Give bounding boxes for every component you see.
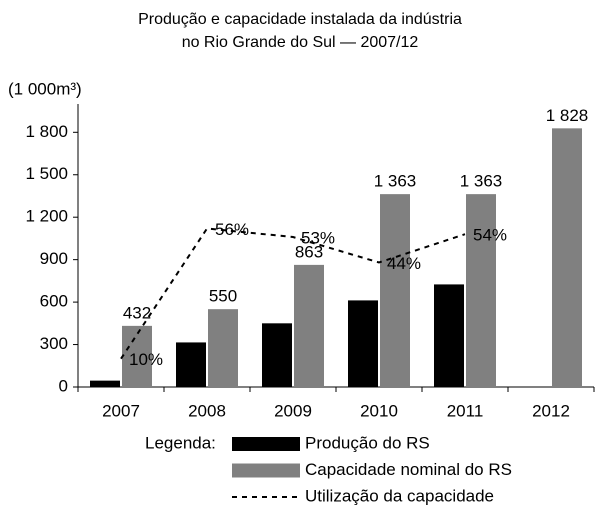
y-tick-label: 1 200 bbox=[25, 207, 68, 226]
y-tick-label: 0 bbox=[59, 376, 68, 395]
legend-label: Produção do RS bbox=[305, 433, 430, 452]
y-tick-label: 600 bbox=[40, 292, 68, 311]
x-tick-label: 2012 bbox=[532, 401, 570, 420]
bar bbox=[90, 380, 120, 387]
y-tick-label: 300 bbox=[40, 334, 68, 353]
line bbox=[120, 227, 466, 360]
data-label: 10% bbox=[129, 350, 163, 369]
x-tick-label: 2011 bbox=[447, 401, 484, 420]
legend-title: Legenda: bbox=[145, 433, 216, 452]
bar bbox=[552, 128, 582, 387]
bar bbox=[294, 264, 324, 387]
legend-swatch bbox=[232, 463, 300, 478]
y-axis-label: (1 000m³) bbox=[8, 79, 82, 98]
data-label: 1 363 bbox=[460, 172, 503, 191]
data-label: 56% bbox=[215, 220, 249, 239]
legend-label: Utilização da capacidade bbox=[305, 486, 494, 505]
bar bbox=[262, 323, 292, 387]
y-tick-label: 1 800 bbox=[25, 122, 68, 141]
bar bbox=[434, 284, 464, 387]
data-label: 432 bbox=[123, 303, 151, 322]
chart-title: no Rio Grande do Sul — 2007/12 bbox=[182, 34, 419, 51]
y-tick-label: 900 bbox=[40, 249, 68, 268]
bar bbox=[348, 300, 378, 387]
legend-swatch bbox=[232, 437, 300, 451]
data-label: 53% bbox=[301, 228, 335, 247]
data-label: 863 bbox=[295, 242, 323, 261]
data-label: 54% bbox=[473, 226, 507, 245]
data-label: 550 bbox=[209, 287, 237, 306]
x-tick-label: 2009 bbox=[274, 401, 312, 420]
bar bbox=[466, 194, 496, 387]
data-label: 1 363 bbox=[374, 172, 417, 191]
x-tick-label: 2010 bbox=[360, 401, 398, 420]
bar bbox=[176, 342, 206, 387]
data-label: 44% bbox=[387, 254, 421, 273]
x-tick-label: 2007 bbox=[102, 401, 140, 420]
bar bbox=[122, 325, 152, 387]
legend-label: Capacidade nominal do RS bbox=[305, 460, 512, 479]
x-tick-label: 2008 bbox=[188, 401, 226, 420]
y-tick-label: 1 500 bbox=[25, 164, 68, 183]
data-label: 1 828 bbox=[546, 106, 589, 125]
chart-title: Produção e capacidade instalada da indús… bbox=[138, 11, 462, 28]
bar bbox=[208, 309, 238, 387]
bar bbox=[380, 194, 410, 387]
